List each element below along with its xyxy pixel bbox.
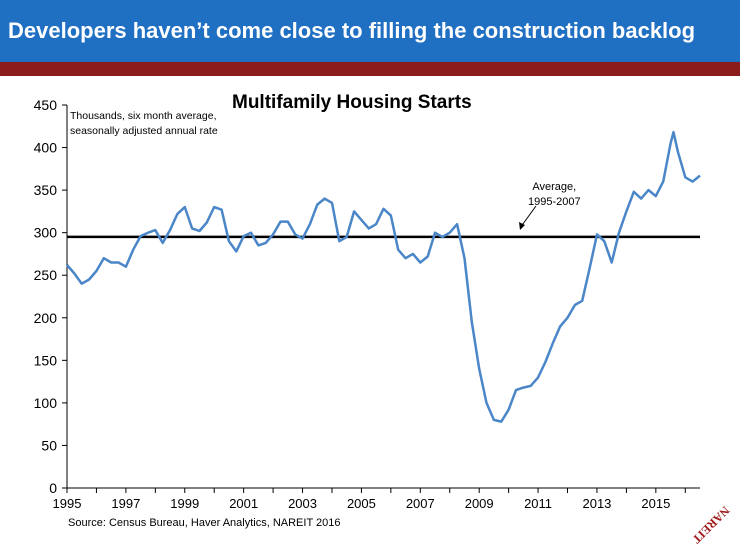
y-tick-label: 0 [49,480,57,496]
average-annotation: Average, 1995-2007 [528,180,581,210]
nareit-logo-text: NAREIT [690,504,733,547]
y-tick-label: 450 [34,97,58,113]
y-tick-label: 250 [34,267,58,283]
x-tick-label: 2003 [288,496,317,511]
y-tick-label: 150 [34,352,58,368]
x-tick-label: 2009 [465,496,494,511]
title-banner: Developers haven’t come close to filling… [0,0,740,62]
average-annotation-line: Average, [532,181,577,193]
x-tick-label: 2007 [406,496,435,511]
nareit-logo: NAREIT [690,504,733,547]
y-tick-label: 50 [41,437,57,453]
annotation-arrowhead [519,222,525,230]
chart-title: Multifamily Housing Starts [232,92,472,113]
y-tick-label: 200 [34,310,58,326]
y-tick-label: 300 [34,225,58,241]
x-tick-label: 1995 [53,496,82,511]
units-note-line: Thousands, six month average, [70,110,217,122]
accent-rule [0,62,740,76]
source-note: Source: Census Bureau, Haver Analytics, … [68,517,341,529]
x-tick-label: 1999 [170,496,199,511]
x-tick-label: 1997 [111,496,140,511]
units-note: Thousands, six month average, seasonally… [70,109,218,139]
y-tick-label: 400 [34,140,58,156]
y-tick-label: 350 [34,182,58,198]
series-line [66,130,701,423]
x-tick-label: 2013 [582,496,611,511]
x-tick-label: 2001 [229,496,258,511]
x-tick-label: 2015 [641,496,670,511]
slide-title: Developers haven’t come close to filling… [8,18,696,43]
x-tick-label: 2005 [347,496,376,511]
y-tick-label: 100 [34,395,58,411]
x-tick-label: 2011 [524,496,552,511]
units-note-line: seasonally adjusted annual rate [70,125,218,137]
chart: 0 50 100 150 200 250 300 350 400 450 1995 1997 1999 2… [34,97,701,511]
average-annotation-line: 1995-2007 [528,196,581,208]
